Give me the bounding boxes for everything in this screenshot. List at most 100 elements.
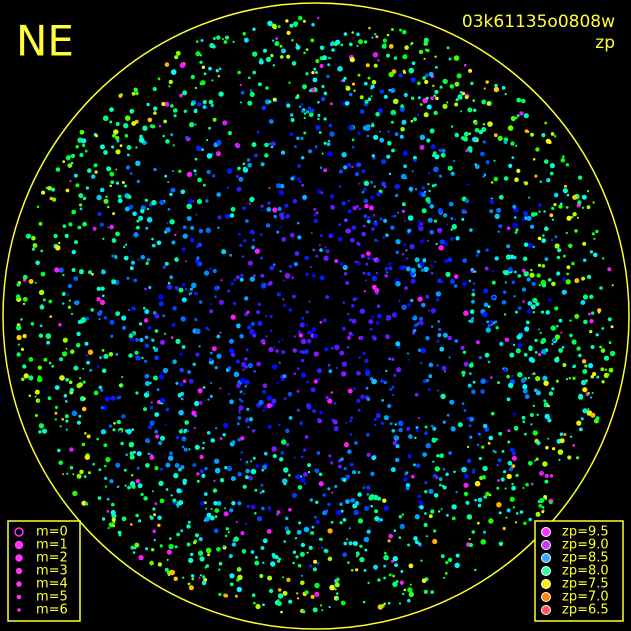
star xyxy=(136,179,140,184)
star xyxy=(117,198,123,204)
star xyxy=(129,454,135,460)
star xyxy=(85,316,90,321)
star xyxy=(260,162,265,167)
star xyxy=(601,380,605,384)
star xyxy=(465,198,470,204)
star xyxy=(283,211,286,214)
star xyxy=(519,111,524,116)
star xyxy=(334,344,340,351)
star xyxy=(324,347,329,352)
star xyxy=(65,419,69,423)
star xyxy=(181,445,185,449)
star xyxy=(508,466,514,472)
star xyxy=(73,365,79,371)
star xyxy=(163,119,168,124)
star xyxy=(317,101,320,104)
star xyxy=(115,122,120,126)
star xyxy=(276,292,281,297)
star xyxy=(576,346,581,351)
star xyxy=(581,194,587,200)
star xyxy=(338,223,342,227)
star xyxy=(306,380,309,384)
star xyxy=(327,556,333,562)
star xyxy=(336,509,342,516)
star xyxy=(377,108,384,114)
star xyxy=(472,99,476,102)
star xyxy=(339,502,343,507)
star xyxy=(348,318,353,322)
star xyxy=(558,348,563,353)
star xyxy=(299,105,301,108)
star xyxy=(315,71,318,74)
star xyxy=(265,223,271,228)
star xyxy=(401,202,406,207)
star xyxy=(260,546,265,550)
star xyxy=(235,174,239,178)
star xyxy=(473,121,478,125)
star xyxy=(514,231,518,234)
star xyxy=(475,340,480,345)
star xyxy=(101,269,104,272)
star xyxy=(196,198,202,205)
star xyxy=(145,261,149,266)
star xyxy=(315,59,320,63)
star xyxy=(82,196,87,201)
star xyxy=(392,113,395,116)
star xyxy=(415,188,418,191)
star xyxy=(267,201,271,205)
star xyxy=(345,85,348,88)
star xyxy=(469,309,475,315)
star xyxy=(330,461,334,465)
star xyxy=(234,594,238,598)
star xyxy=(81,138,87,144)
star xyxy=(223,511,229,517)
star xyxy=(516,168,521,173)
star xyxy=(279,457,284,462)
star xyxy=(81,442,86,447)
star xyxy=(465,149,469,153)
star xyxy=(208,99,214,105)
star xyxy=(416,81,421,86)
star xyxy=(511,156,515,160)
star xyxy=(103,150,108,155)
star xyxy=(395,457,400,463)
star xyxy=(185,135,189,140)
star xyxy=(98,468,102,472)
star xyxy=(487,305,491,309)
star xyxy=(423,257,426,261)
star xyxy=(279,270,282,273)
star xyxy=(154,429,159,434)
star xyxy=(338,185,342,188)
star xyxy=(513,216,517,219)
star xyxy=(75,342,81,348)
magnitude-symbol xyxy=(17,608,21,612)
star xyxy=(504,281,507,284)
star xyxy=(97,211,102,217)
star xyxy=(392,393,395,396)
star xyxy=(172,144,175,147)
star xyxy=(532,245,535,248)
star xyxy=(431,424,434,428)
star xyxy=(309,564,313,568)
star xyxy=(566,215,572,221)
star xyxy=(98,385,103,390)
star xyxy=(258,59,264,65)
star xyxy=(589,250,594,254)
star xyxy=(310,533,313,536)
star xyxy=(178,287,184,293)
star xyxy=(28,394,32,398)
star xyxy=(151,199,157,206)
star xyxy=(242,162,246,166)
star xyxy=(208,66,212,71)
star xyxy=(140,254,146,260)
star xyxy=(408,591,414,598)
star xyxy=(480,378,487,385)
star xyxy=(150,401,153,404)
star xyxy=(38,375,41,378)
star xyxy=(190,74,195,80)
star xyxy=(430,509,435,514)
star xyxy=(47,396,52,401)
star xyxy=(203,72,207,76)
star xyxy=(252,27,256,31)
star xyxy=(222,545,226,548)
